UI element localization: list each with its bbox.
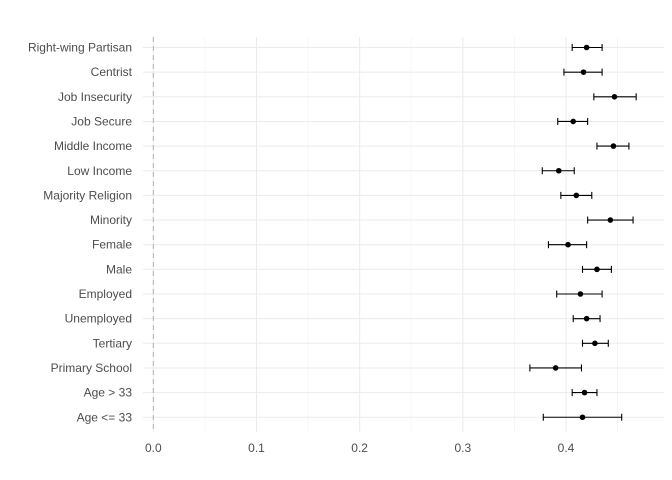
point-estimate	[583, 44, 590, 51]
estimate-unemployed	[572, 315, 601, 323]
estimate-right-wing-partisan	[571, 44, 603, 51]
y-tick-label: Primary School	[51, 361, 132, 375]
estimate-low-income	[541, 167, 575, 175]
y-tick-label: Middle Income	[54, 139, 132, 153]
point-estimate	[583, 315, 590, 322]
y-tick-label: Female	[92, 238, 132, 252]
point-estimate	[611, 94, 618, 100]
point-estimate	[581, 389, 588, 396]
y-tick-label: Job Secure	[71, 114, 132, 128]
x-tick-label: 0.0	[145, 441, 162, 455]
x-tick-label: 0.1	[248, 441, 265, 455]
point-estimate	[577, 291, 584, 297]
y-tick-label: Unemployed	[65, 312, 132, 326]
x-tick-label: 0.3	[454, 441, 471, 455]
grid	[143, 37, 664, 432]
estimate-female	[547, 241, 588, 249]
estimate-age-le-33	[542, 413, 623, 421]
y-tick-label: Male	[106, 262, 132, 276]
x-tick-label: 0.2	[351, 441, 368, 455]
marks	[529, 44, 637, 421]
estimate-age-gt-33	[571, 389, 598, 397]
estimate-job-secure	[557, 117, 589, 125]
estimate-primary-school	[529, 364, 583, 372]
y-tick-label: Employed	[79, 287, 132, 301]
estimate-tertiary	[581, 339, 609, 347]
point-estimate	[573, 192, 580, 199]
y-tick-label: Tertiary	[93, 336, 132, 350]
y-tick-label: Age <= 33	[77, 410, 133, 424]
y-tick-label: Age > 33	[84, 386, 133, 400]
y-tick-label: Job Insecurity	[58, 90, 132, 104]
point-estimate	[579, 414, 586, 421]
estimate-employed	[556, 290, 603, 298]
x-tick-label: 0.4	[558, 441, 575, 455]
y-tick-label: Majority Religion	[43, 188, 132, 202]
y-tick-label: Centrist	[91, 65, 133, 79]
point-estimate	[592, 340, 598, 347]
point-estimate	[580, 69, 587, 75]
estimate-job-insecurity	[593, 93, 637, 101]
y-tick-label: Minority	[90, 213, 132, 227]
estimate-centrist	[563, 68, 603, 76]
point-estimate	[594, 266, 600, 273]
point-estimate	[555, 167, 562, 174]
estimate-middle-income	[596, 142, 630, 150]
point-estimate	[565, 241, 571, 248]
x-axis-labels: 0.0 0.1 0.2 0.3 0.4	[145, 441, 575, 455]
y-axis-labels: Right-wing Partisan Centrist Job Insecurit…	[28, 41, 133, 425]
y-tick-label: Low Income	[67, 164, 132, 178]
estimate-majority-religion	[560, 191, 593, 199]
estimate-minority	[587, 216, 634, 224]
point-estimate	[552, 365, 559, 371]
point-estimate	[570, 118, 577, 125]
estimate-male	[581, 265, 612, 273]
point-estimate	[607, 217, 614, 223]
point-estimate	[610, 143, 617, 149]
y-tick-label: Right-wing Partisan	[28, 41, 132, 55]
